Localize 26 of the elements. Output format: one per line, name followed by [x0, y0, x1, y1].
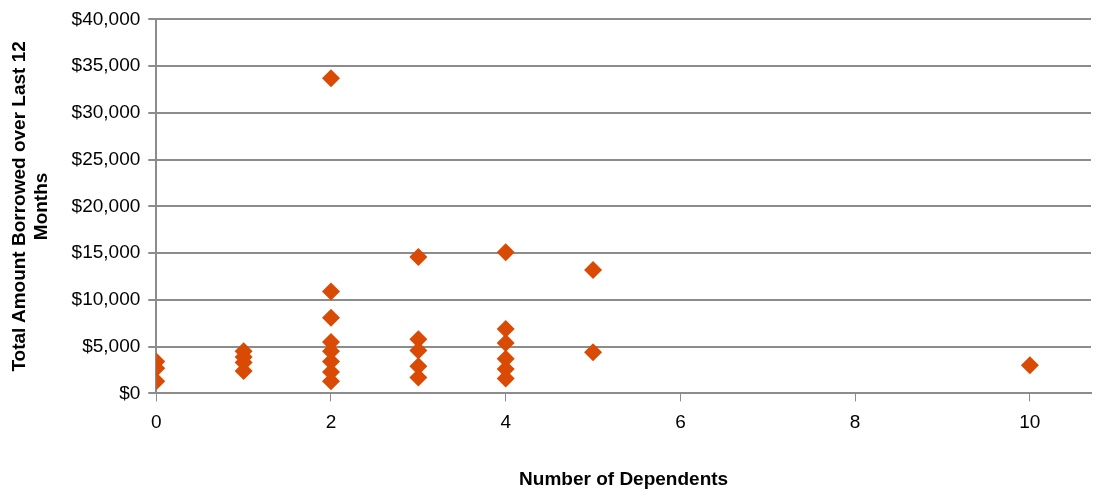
x-tick-label: 10: [1019, 411, 1041, 433]
y-tick-label: $20,000: [71, 194, 141, 216]
y-tick-label: $0: [119, 381, 141, 403]
point: [321, 308, 340, 327]
y-tick-label: $30,000: [71, 101, 141, 123]
y-tick-label: $15,000: [71, 241, 141, 263]
y-tick-label: $10,000: [71, 288, 141, 310]
x-axis-title: Number of Dependents: [519, 467, 729, 489]
point: [496, 319, 515, 338]
y-tick-label: $5,000: [82, 334, 141, 356]
y-tick-label: $25,000: [71, 147, 141, 169]
x-tick-label: 8: [849, 411, 861, 433]
point: [321, 282, 340, 301]
point: [584, 260, 603, 279]
y-tick-label: $40,000: [71, 7, 141, 29]
point: [496, 243, 515, 262]
point: [1020, 356, 1039, 375]
x-tick-label: 4: [500, 411, 512, 433]
x-tick-label: 6: [675, 411, 686, 433]
point: [584, 343, 603, 362]
y-tick-label: $35,000: [71, 54, 141, 76]
y-axis-title: Total Amount Borrowed over Last 12 Months: [7, 41, 52, 372]
x-tick-label: 0: [150, 411, 162, 433]
x-tick-label: 2: [325, 411, 337, 433]
point: [321, 69, 340, 88]
point: [409, 247, 428, 266]
